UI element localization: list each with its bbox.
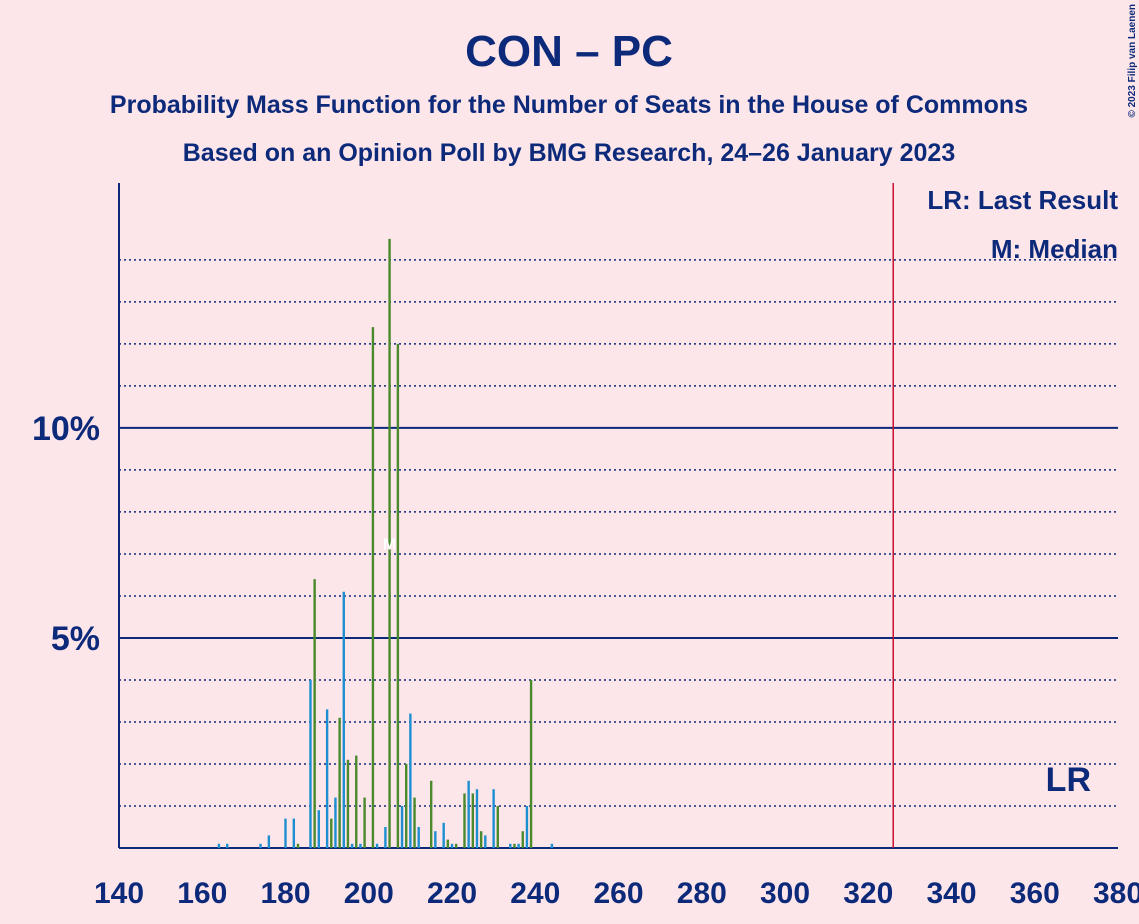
bar bbox=[467, 780, 470, 848]
bar bbox=[517, 843, 520, 848]
bar bbox=[550, 843, 554, 848]
legend-lr: LR: Last Result bbox=[927, 185, 1118, 215]
bar bbox=[313, 579, 316, 848]
bar bbox=[529, 679, 533, 848]
x-tick-label: 360 bbox=[1010, 877, 1060, 910]
x-tick-label: 240 bbox=[510, 877, 560, 910]
bar bbox=[284, 818, 287, 848]
bar bbox=[388, 238, 391, 848]
bar bbox=[525, 805, 529, 848]
bar bbox=[330, 818, 333, 848]
bar bbox=[296, 843, 300, 848]
bar bbox=[429, 780, 433, 848]
bar bbox=[463, 793, 466, 848]
x-tick-label: 220 bbox=[427, 877, 477, 910]
bar bbox=[292, 818, 296, 848]
bar bbox=[317, 810, 320, 848]
bar bbox=[226, 843, 229, 848]
x-tick-label: 380 bbox=[1093, 877, 1139, 910]
bar bbox=[413, 797, 416, 848]
x-tick-label: 260 bbox=[593, 877, 643, 910]
bar bbox=[375, 843, 379, 848]
bar bbox=[521, 831, 524, 848]
bar bbox=[417, 826, 420, 848]
chart-title: CON – PC bbox=[465, 27, 673, 76]
x-tick-label: 340 bbox=[926, 877, 976, 910]
bar bbox=[309, 679, 312, 848]
x-tick-label: 140 bbox=[94, 877, 144, 910]
x-tick-label: 280 bbox=[677, 877, 727, 910]
y-tick-label: 5% bbox=[51, 620, 100, 658]
chart-subtitle: Probability Mass Function for the Number… bbox=[110, 91, 1028, 119]
bar bbox=[355, 755, 358, 848]
bar bbox=[484, 835, 487, 848]
bar bbox=[496, 805, 499, 848]
chart-subtitle: Based on an Opinion Poll by BMG Research… bbox=[183, 139, 956, 167]
copyright: © 2023 Filip van Laenen bbox=[1127, 4, 1138, 118]
y-tick-label: 10% bbox=[32, 410, 100, 448]
bar bbox=[434, 831, 437, 848]
bar bbox=[454, 843, 458, 848]
bar bbox=[509, 843, 512, 848]
bar bbox=[475, 789, 479, 848]
bar bbox=[350, 843, 354, 848]
x-tick-label: 320 bbox=[843, 877, 893, 910]
bar bbox=[400, 805, 404, 848]
last-result-label: LR bbox=[1046, 761, 1091, 799]
bar bbox=[409, 713, 412, 848]
bar bbox=[371, 327, 375, 848]
bar bbox=[342, 591, 345, 848]
bar bbox=[217, 843, 221, 848]
x-tick-label: 300 bbox=[760, 877, 810, 910]
legend-median: M: Median bbox=[991, 234, 1118, 264]
bar bbox=[396, 343, 400, 848]
bar bbox=[384, 826, 387, 848]
bar bbox=[259, 843, 262, 848]
bar bbox=[267, 835, 271, 848]
bar bbox=[446, 839, 450, 848]
bar bbox=[346, 759, 350, 848]
bar bbox=[334, 797, 337, 848]
bar bbox=[363, 797, 366, 848]
bar bbox=[479, 831, 483, 848]
bar bbox=[492, 789, 495, 848]
x-tick-label: 160 bbox=[177, 877, 227, 910]
x-tick-label: 180 bbox=[260, 877, 310, 910]
bar bbox=[450, 843, 454, 848]
bar bbox=[471, 793, 475, 848]
bar bbox=[442, 822, 445, 848]
bar bbox=[325, 709, 329, 848]
bar bbox=[338, 717, 341, 848]
bar bbox=[513, 843, 516, 848]
median-marker: M bbox=[383, 536, 396, 553]
bar bbox=[405, 763, 408, 848]
x-tick-label: 200 bbox=[344, 877, 394, 910]
bar bbox=[359, 843, 362, 848]
